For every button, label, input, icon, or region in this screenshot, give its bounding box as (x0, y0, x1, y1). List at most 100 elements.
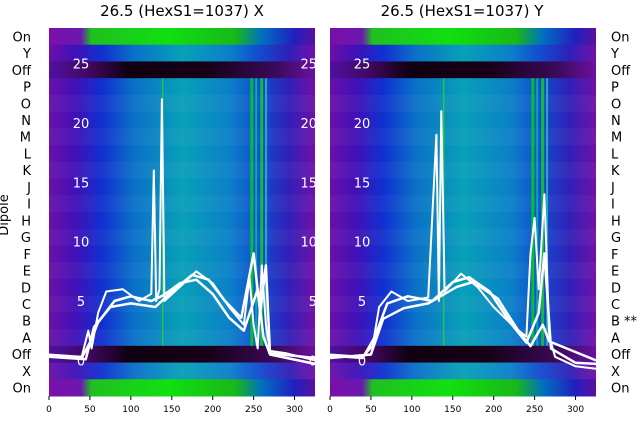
row-label: M (20, 131, 31, 146)
row-label: Off (611, 64, 631, 79)
heatmap-row-shade (330, 161, 596, 180)
row-label: P (611, 81, 619, 96)
row-label: N (611, 114, 621, 129)
heatmap-row (330, 312, 596, 330)
heatmap-row (49, 178, 315, 196)
overlay-y-tick-label: 10 (354, 236, 371, 251)
heatmap-row (49, 78, 315, 96)
heatmap-row (330, 362, 596, 380)
overlay-series-line (329, 110, 597, 370)
heatmap-row (49, 228, 315, 246)
heatmap-row (49, 379, 315, 397)
overlay-series-line (329, 280, 597, 362)
overlay-y-tick-label-right: 10 (300, 236, 317, 251)
row-label: L (611, 147, 619, 162)
overlay-y-tick-label-right: 5 (309, 295, 317, 310)
heatmap-row (49, 212, 315, 230)
heatmap-row-shade (330, 228, 596, 246)
heatmap-row-shade (49, 228, 315, 246)
x-tick-label: 150 (163, 405, 180, 415)
chart-panel-x: OnYOffPONMLKJIHGFEDCBAOffXOn252015105025… (0, 2, 317, 415)
row-label: K (22, 164, 31, 179)
heatmap-row (330, 44, 596, 62)
row-label: On (611, 30, 629, 45)
heatmap-row-shade (49, 161, 315, 180)
heatmap-row (330, 178, 596, 196)
row-label: A (22, 331, 31, 346)
heatmap-row (330, 161, 596, 180)
overlay-y-tick-label: 15 (73, 176, 90, 191)
overlay-y-tick-label: 25 (354, 58, 371, 73)
chart-title: 26.5 (HexS1=1037) Y (381, 2, 545, 20)
row-label: E (23, 265, 31, 280)
x-tick-label: 150 (444, 405, 461, 415)
x-tick-label: 100 (403, 405, 420, 415)
heatmap-row-shade (49, 262, 315, 280)
heatmap-row (49, 61, 315, 79)
heatmap-row (49, 245, 315, 263)
row-label: C (611, 298, 620, 313)
heatmap-row (330, 111, 596, 129)
heatmap-row-shade (49, 295, 315, 313)
row-label: Off (12, 348, 32, 363)
heatmap-row-shade (49, 195, 315, 213)
x-tick-label: 300 (286, 405, 303, 415)
heatmap-stripe (536, 78, 539, 346)
x-tick-label: 300 (567, 405, 584, 415)
heatmap-row (330, 145, 596, 163)
heatmap-row (330, 228, 596, 246)
heatmap-row (330, 28, 596, 46)
overlay-y-tick-label-right: 0 (309, 354, 317, 369)
heatmap-row (330, 212, 596, 230)
heatmap-stripe (250, 78, 254, 346)
row-label: L (24, 147, 32, 162)
row-label: Y (22, 47, 31, 62)
row-label: C (22, 298, 31, 313)
heatmap-stripe (255, 78, 258, 346)
heatmap-row (330, 78, 596, 96)
heatmap-row-shade (49, 329, 315, 347)
overlay-y-tick-label-right: 25 (300, 58, 317, 73)
row-label: Off (12, 64, 32, 79)
heatmap-row (49, 329, 315, 347)
heatmap-row (49, 362, 315, 380)
heatmap-row (330, 128, 596, 146)
row-label: On (13, 30, 31, 45)
row-label: H (611, 214, 621, 229)
heatmap-row (49, 161, 315, 180)
heatmap-row (49, 195, 315, 213)
heatmap-row (49, 28, 315, 46)
x-tick-label: 0 (46, 405, 52, 415)
overlay-y-tick-label: 0 (358, 354, 366, 369)
heatmap-row-shade (330, 94, 596, 113)
x-tick-label: 0 (327, 405, 333, 415)
x-tick-label: 200 (485, 405, 502, 415)
overlay-y-tick-label-right: 15 (300, 176, 317, 191)
overlay-y-tick-label: 0 (77, 354, 85, 369)
heatmap-row (49, 94, 315, 113)
row-label: N (21, 114, 31, 129)
overlay-series-line (48, 252, 316, 361)
row-label: F (611, 248, 618, 263)
row-label: I (27, 198, 31, 213)
overlay-y-tick-label: 5 (358, 295, 366, 310)
row-label: E (611, 265, 619, 280)
heatmap-row (49, 345, 315, 364)
heatmap-row-shade (330, 362, 596, 380)
heatmap-row (330, 195, 596, 213)
row-label: X (611, 365, 620, 380)
row-label: O (611, 97, 621, 112)
overlay-y-tick-label: 10 (73, 236, 90, 251)
heatmap-stripe (531, 78, 535, 346)
heatmap-row (49, 111, 315, 129)
heatmap-row-shade (330, 295, 596, 313)
overlay-y-tick-label: 25 (73, 58, 90, 73)
heatmap-row (330, 379, 596, 397)
heatmap-row (49, 128, 315, 146)
heatmap-row-shade (49, 362, 315, 380)
heatmap-stripe (265, 78, 268, 346)
heatmap-row-shade (49, 94, 315, 113)
heatmap-stripe (260, 78, 264, 346)
